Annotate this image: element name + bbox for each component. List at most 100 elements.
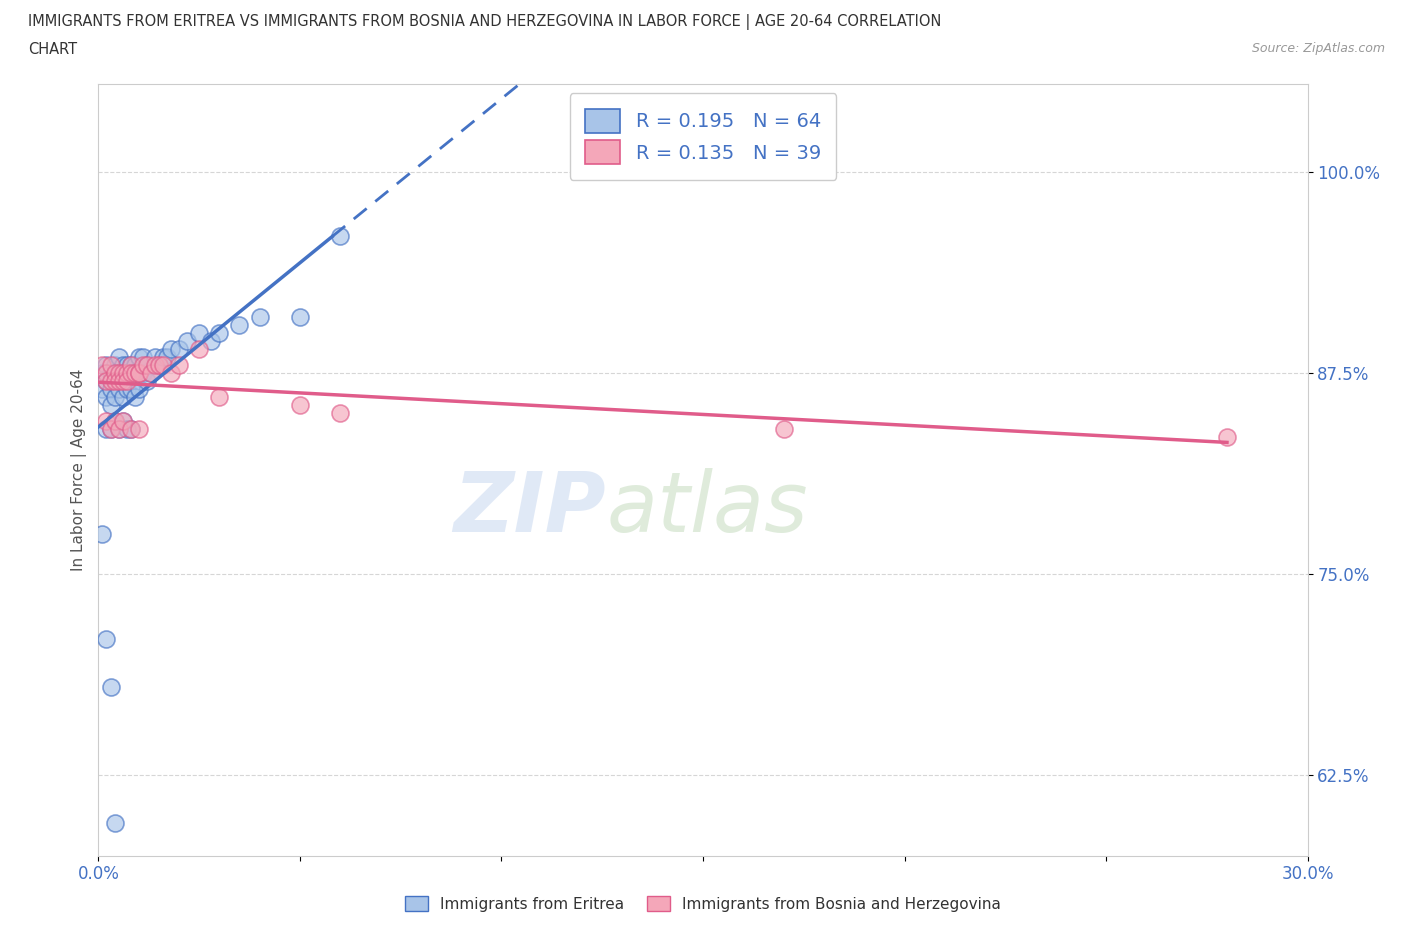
Point bbox=[103, 414, 125, 429]
Point bbox=[103, 374, 125, 389]
Point bbox=[139, 365, 162, 380]
Y-axis label: In Labor Force | Age 20-64: In Labor Force | Age 20-64 bbox=[72, 368, 87, 571]
Point bbox=[156, 350, 179, 365]
Point bbox=[120, 358, 142, 373]
Point bbox=[188, 341, 211, 356]
Point bbox=[228, 317, 250, 332]
Text: CHART: CHART bbox=[28, 42, 77, 57]
Point bbox=[100, 374, 122, 389]
Point bbox=[120, 365, 142, 380]
Point bbox=[128, 422, 150, 437]
Point bbox=[103, 358, 125, 373]
Point bbox=[111, 365, 134, 380]
Point bbox=[160, 341, 183, 356]
Point bbox=[96, 422, 118, 437]
Point bbox=[115, 382, 138, 397]
Point bbox=[107, 374, 129, 389]
Point bbox=[96, 631, 118, 646]
Point bbox=[124, 358, 146, 373]
Point bbox=[91, 358, 114, 373]
Point bbox=[100, 358, 122, 373]
Point bbox=[96, 374, 118, 389]
Point bbox=[188, 326, 211, 340]
Point bbox=[107, 422, 129, 437]
Point bbox=[132, 350, 155, 365]
Point bbox=[249, 310, 271, 325]
Point bbox=[143, 350, 166, 365]
Point bbox=[120, 382, 142, 397]
Point bbox=[100, 422, 122, 437]
Point bbox=[107, 365, 129, 380]
Point bbox=[167, 358, 190, 373]
Text: atlas: atlas bbox=[606, 468, 808, 549]
Point bbox=[329, 405, 352, 420]
Point bbox=[111, 358, 134, 373]
Point bbox=[115, 358, 138, 373]
Point bbox=[96, 374, 118, 389]
Point bbox=[167, 341, 190, 356]
Point bbox=[160, 365, 183, 380]
Point bbox=[176, 334, 198, 349]
Text: Source: ZipAtlas.com: Source: ZipAtlas.com bbox=[1251, 42, 1385, 55]
Point bbox=[100, 382, 122, 397]
Point bbox=[128, 365, 150, 380]
Point bbox=[103, 816, 125, 830]
Point bbox=[148, 358, 170, 373]
Point bbox=[772, 422, 794, 437]
Point bbox=[96, 365, 118, 380]
Point bbox=[103, 374, 125, 389]
Text: IMMIGRANTS FROM ERITREA VS IMMIGRANTS FROM BOSNIA AND HERZEGOVINA IN LABOR FORCE: IMMIGRANTS FROM ERITREA VS IMMIGRANTS FR… bbox=[28, 14, 942, 30]
Point bbox=[120, 422, 142, 437]
Point bbox=[100, 422, 122, 437]
Point bbox=[329, 229, 352, 244]
Point bbox=[111, 365, 134, 380]
Point bbox=[1216, 430, 1239, 445]
Point bbox=[128, 365, 150, 380]
Point bbox=[115, 374, 138, 389]
Point bbox=[135, 358, 157, 373]
Point bbox=[288, 398, 311, 413]
Point bbox=[111, 414, 134, 429]
Point bbox=[111, 374, 134, 389]
Point bbox=[200, 334, 222, 349]
Point bbox=[124, 365, 146, 380]
Point bbox=[120, 358, 142, 373]
Point bbox=[107, 350, 129, 365]
Point bbox=[132, 358, 155, 373]
Point bbox=[139, 365, 162, 380]
Point bbox=[135, 358, 157, 373]
Point bbox=[208, 390, 231, 405]
Point bbox=[111, 414, 134, 429]
Point bbox=[115, 365, 138, 380]
Point bbox=[128, 350, 150, 365]
Point bbox=[111, 374, 134, 389]
Point bbox=[100, 365, 122, 380]
Point bbox=[124, 390, 146, 405]
Point bbox=[128, 382, 150, 397]
Point bbox=[115, 365, 138, 380]
Point bbox=[132, 365, 155, 380]
Point bbox=[115, 422, 138, 437]
Point bbox=[143, 358, 166, 373]
Point bbox=[107, 382, 129, 397]
Point bbox=[96, 390, 118, 405]
Point bbox=[96, 414, 118, 429]
Point bbox=[96, 358, 118, 373]
Point bbox=[115, 374, 138, 389]
Point bbox=[135, 374, 157, 389]
Point bbox=[100, 679, 122, 694]
Point bbox=[124, 365, 146, 380]
Point bbox=[288, 310, 311, 325]
Point bbox=[103, 390, 125, 405]
Legend: Immigrants from Eritrea, Immigrants from Bosnia and Herzegovina: Immigrants from Eritrea, Immigrants from… bbox=[399, 889, 1007, 918]
Point bbox=[107, 365, 129, 380]
Point bbox=[103, 365, 125, 380]
Point bbox=[120, 422, 142, 437]
Point bbox=[91, 382, 114, 397]
Point bbox=[100, 398, 122, 413]
Point bbox=[103, 365, 125, 380]
Point bbox=[107, 374, 129, 389]
Point bbox=[152, 350, 174, 365]
Point bbox=[107, 422, 129, 437]
Point bbox=[103, 414, 125, 429]
